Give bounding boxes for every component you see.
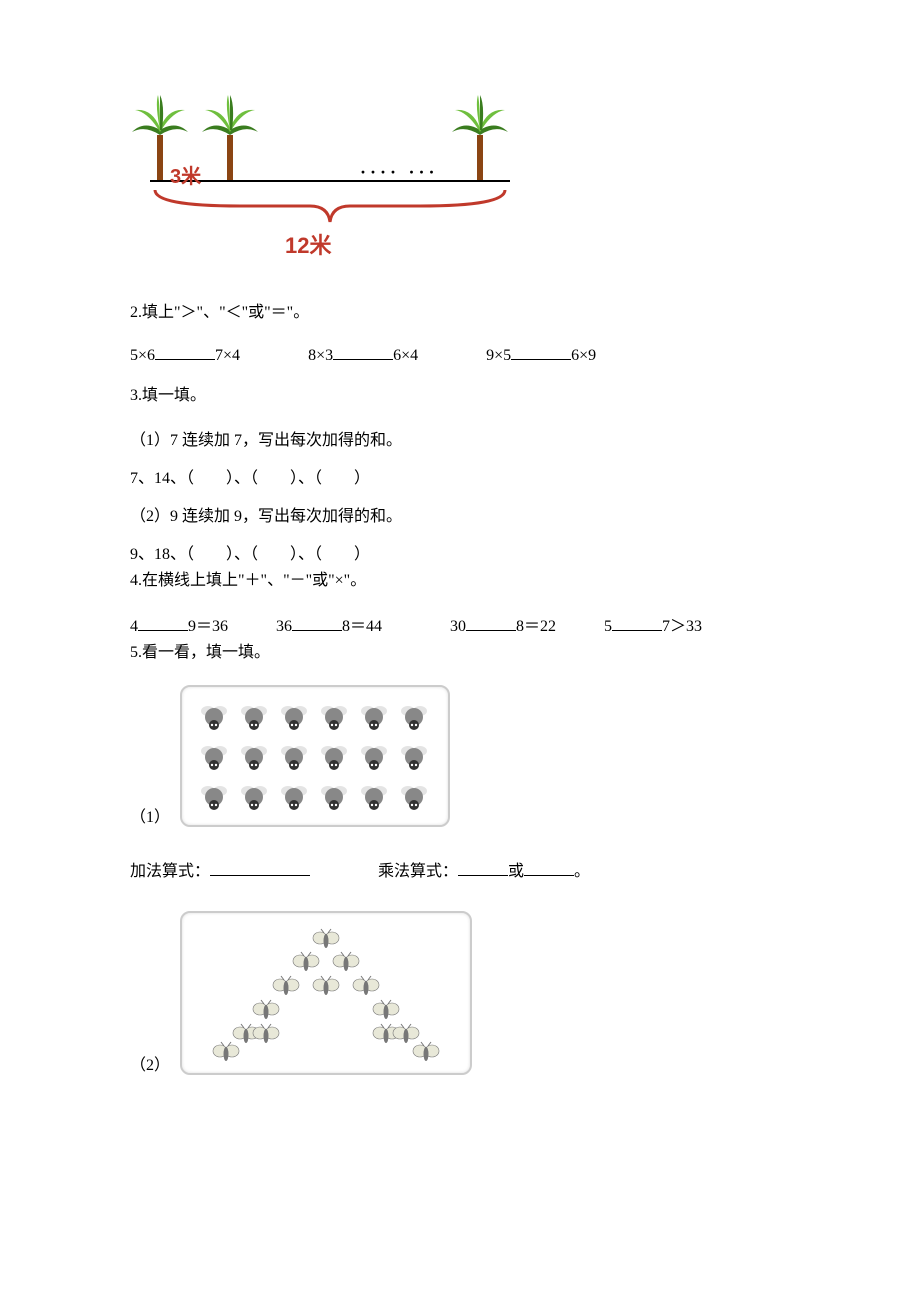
bee-icon <box>356 777 392 813</box>
q3-seq1: 7、14、（ ）、（ ）、（ ） <box>130 464 790 488</box>
palm-tree-icon <box>450 90 510 180</box>
q2c-right: 6×9 <box>571 347 596 364</box>
bee-icon <box>396 697 432 733</box>
q5-num1: （1） <box>130 803 170 827</box>
q3-sub2: （2）9 连续加 9，写出每次加得的和。 <box>130 502 790 526</box>
butterfly-icon <box>251 1023 281 1047</box>
label-addition: 加法算式： <box>130 863 210 880</box>
bee-icon <box>236 697 272 733</box>
q4c-r: 8＝22 <box>516 618 556 635</box>
q4d-l: 5 <box>604 618 612 635</box>
bee-icon <box>316 737 352 773</box>
q2b-right: 6×4 <box>393 347 418 364</box>
blank <box>466 615 516 631</box>
distance-label-12m: 12米 <box>285 228 331 260</box>
question-2-items: 5×6 7×4 8×3 6×4 9×5 6×9 <box>130 344 790 365</box>
palm-tree-icon <box>200 90 260 180</box>
bee-icon <box>316 777 352 813</box>
butterfly-icon <box>351 975 381 999</box>
q2a-right: 7×4 <box>215 347 240 364</box>
butterfly-icon <box>371 999 401 1023</box>
label-period: 。 <box>574 863 590 880</box>
label-or: 或 <box>508 863 524 880</box>
bee-icon <box>196 737 232 773</box>
q2b-left: 8×3 <box>308 347 333 364</box>
q2a-left: 5×6 <box>130 347 155 364</box>
bee-icon <box>236 737 272 773</box>
q3-seq2: 9、18、（ ）、（ ）、（ ） <box>130 540 790 564</box>
distance-label-3m: 3米 <box>170 160 201 189</box>
blank <box>138 615 188 631</box>
q4b-r: 8＝44 <box>342 618 382 635</box>
blank <box>458 860 508 876</box>
butterfly-icon <box>271 975 301 999</box>
bee-icon <box>276 777 312 813</box>
label-multiplication: 乘法算式： <box>378 863 458 880</box>
q4a-l: 4 <box>130 618 138 635</box>
bee-icon <box>356 737 392 773</box>
butterfly-icon <box>211 1041 241 1065</box>
blank <box>333 344 393 360</box>
bee-icon <box>196 777 232 813</box>
blank <box>612 615 662 631</box>
blank <box>155 344 215 360</box>
blank <box>524 860 574 876</box>
q4b-l: 36 <box>276 618 292 635</box>
bee-icon <box>396 737 432 773</box>
curly-brace-icon <box>150 188 510 228</box>
blank <box>511 344 571 360</box>
q2c-left: 9×5 <box>486 347 511 364</box>
tree-spacing-diagram: 3米 ···· ··· 12米 <box>130 90 550 250</box>
butterfly-icon <box>411 1041 441 1065</box>
q4a-r: 9＝36 <box>188 618 228 635</box>
q5-panel1 <box>180 685 450 827</box>
question-2-title: 2.填上"＞"、"＜"或"＝"。 <box>130 300 790 326</box>
blank <box>210 860 310 876</box>
blank <box>292 615 342 631</box>
question-3-title: 3.填一填。 <box>130 383 790 409</box>
q5-panel2 <box>180 911 472 1075</box>
bee-icon <box>356 697 392 733</box>
question-4-title: 4.在横线上填上"＋"、"－"或"×"。 <box>130 568 790 594</box>
bee-icon <box>276 737 312 773</box>
butterfly-icon <box>251 999 281 1023</box>
bee-icon <box>396 777 432 813</box>
q4c-l: 30 <box>450 618 466 635</box>
q4d-r: 7＞33 <box>662 618 702 635</box>
q5-num2: （2） <box>130 1051 170 1075</box>
butterfly-icon <box>311 975 341 999</box>
bee-icon <box>316 697 352 733</box>
question-5-title: 5.看一看，填一填。 <box>130 640 790 666</box>
butterfly-icon <box>291 951 321 975</box>
ground-line <box>150 180 510 182</box>
bee-icon <box>236 777 272 813</box>
question-4-items: 4 9＝36 36 8＝44 30 8＝22 5 7＞33 <box>130 612 790 636</box>
bee-icon <box>196 697 232 733</box>
butterfly-icon <box>311 928 341 952</box>
q3-sub1: （1）7 连续加 7，写出每次加得的和。 <box>130 426 790 450</box>
bee-icon <box>276 697 312 733</box>
ellipsis-dots: ···· ··· <box>360 162 439 183</box>
butterfly-icon <box>331 951 361 975</box>
q5-answer-line: 加法算式： 乘法算式： 或 。 <box>130 857 790 881</box>
